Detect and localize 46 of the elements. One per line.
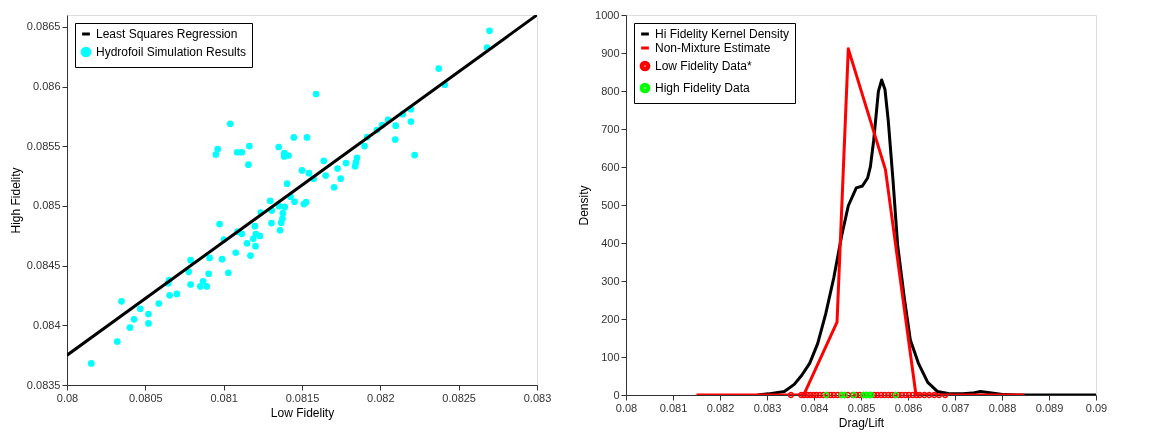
y-tick-label: 700	[601, 122, 620, 135]
x-tick-label: 0.084	[800, 401, 829, 414]
y-tick-label: 900	[601, 46, 620, 59]
y-tick-label: 100	[601, 350, 620, 363]
x-tick-label: 0.085	[847, 401, 876, 414]
y-tick-label: 0.0835	[26, 378, 61, 391]
y-tick-label: 300	[601, 274, 620, 287]
x-tick-label: 0.0825	[442, 391, 476, 404]
y-tick-label: 0.0865	[26, 20, 61, 33]
x-tick-label: 0.0805	[129, 391, 163, 404]
x-tick-label: 0.082	[706, 401, 735, 414]
x-axis-title: Low Fidelity	[270, 405, 335, 420]
x-tick-label: 0.0815	[285, 391, 320, 404]
y-tick-label: 0.0855	[26, 139, 61, 152]
legend-label: Hydrofoil Simulation Results	[96, 45, 247, 59]
y-tick-label: 0	[613, 388, 620, 401]
y-tick-label: 0.086	[32, 80, 61, 93]
x-tick-label: 0.09	[1085, 401, 1108, 414]
y-axis-title: Density	[577, 185, 592, 226]
y-tick-label: 800	[601, 84, 620, 97]
y-axis-title: High Fidelity	[8, 167, 23, 234]
legend-label: Low Fidelity Data*	[655, 59, 753, 73]
legend-label: Non-Mixture Estimate	[655, 41, 771, 55]
y-tick-label: 600	[601, 160, 620, 173]
x-tick-label: 0.087	[941, 401, 970, 414]
y-tick-label: 1000	[595, 8, 620, 21]
x-tick-label: 0.081	[210, 391, 238, 404]
legend-label: Hi Fidelity Kernel Density	[655, 27, 790, 41]
x-tick-label: 0.083	[753, 401, 782, 414]
y-tick-label: 500	[601, 198, 620, 211]
x-axis-title: Drag/Lift	[838, 415, 885, 430]
x-tick-label: 0.081	[659, 401, 688, 414]
x-tick-label: 0.089	[1035, 401, 1064, 414]
legend-label: Least Squares Regression	[96, 27, 238, 41]
x-tick-label: 0.088	[988, 401, 1017, 414]
x-tick-label: 0.08	[615, 401, 638, 414]
x-tick-label: 0.08	[56, 391, 79, 404]
y-tick-label: 200	[601, 312, 620, 325]
x-tick-label: 0.082	[367, 391, 395, 404]
legend-label: High Fidelity Data	[655, 81, 751, 95]
y-tick-label: 0.085	[32, 199, 61, 212]
y-tick-label: 0.0845	[26, 259, 61, 272]
y-tick-label: 0.084	[32, 318, 61, 331]
x-tick-label: 0.083	[523, 391, 552, 404]
x-tick-label: 0.086	[894, 401, 923, 414]
y-tick-label: 400	[601, 236, 620, 249]
